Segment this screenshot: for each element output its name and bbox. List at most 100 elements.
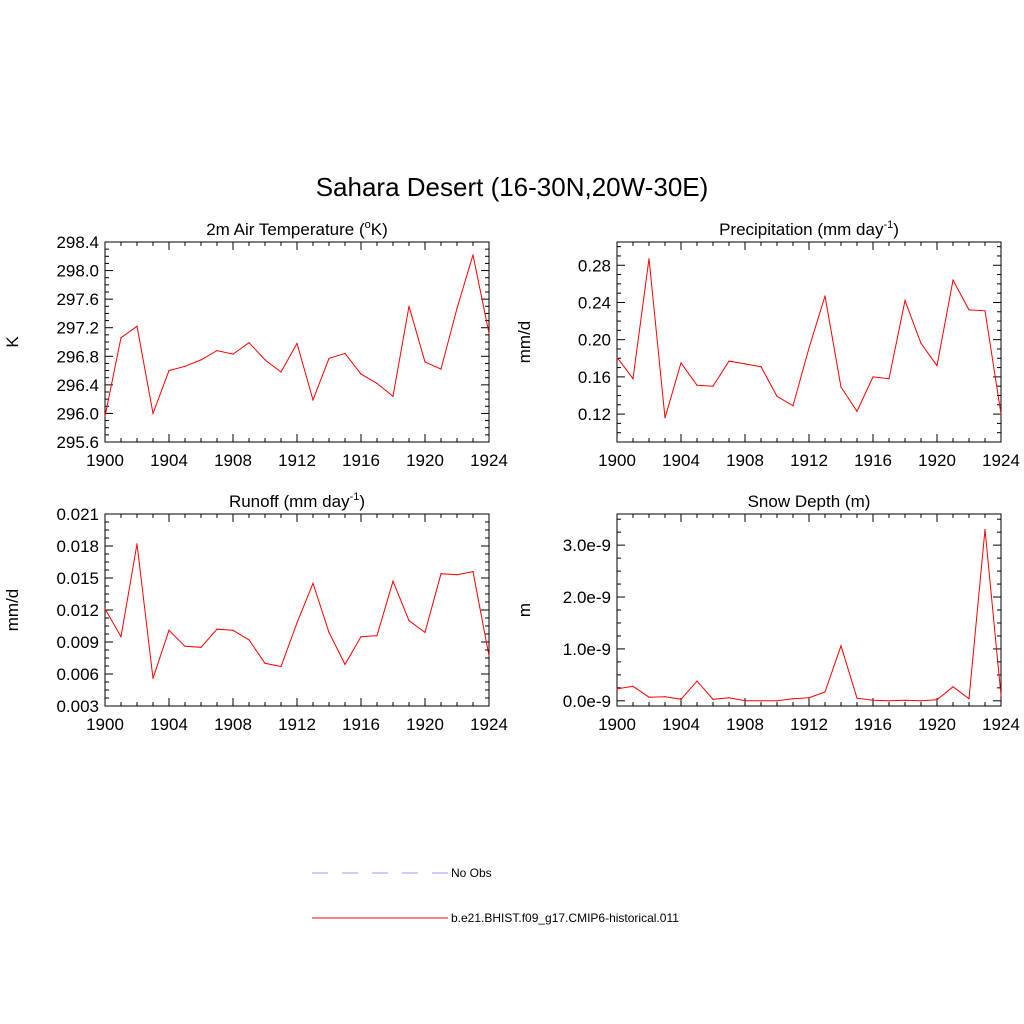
panel-title-end: K) [371,220,388,239]
data-point [408,305,410,307]
legend-obs-label: No Obs [451,866,492,880]
data-point [616,688,618,690]
data-point [248,639,250,641]
data-point [184,645,186,647]
data-point [296,622,298,624]
panel-title: Snow Depth (m) [748,492,871,511]
data-point [264,359,266,361]
y-tick-label: 298.4 [56,233,99,252]
panels: 2m Air Temperature (oK) K 1900 1904 1908 1912… [3,219,1020,734]
data-point [360,636,362,638]
data-point [840,645,842,647]
y-tick-label: 0.018 [56,537,99,556]
data-point [760,700,762,702]
y-tick-label: 0.16 [578,368,611,387]
panel-2: Precipitation (mm day-1) mm/d 1900 1904 1908… [515,219,1020,470]
panel-4: Snow Depth (m) m 1900 1904 1908 1912 1916 1920 1… [515,492,1020,734]
x-tick-label: 1924 [982,715,1020,734]
data-point [920,342,922,344]
data-point [856,697,858,699]
y-tick-label: 0.009 [56,633,99,652]
x-tick-label: 1900 [598,715,636,734]
data-point [104,608,106,610]
data-point [312,582,314,584]
data-point [808,347,810,349]
series-line [616,258,1002,418]
y-tick-label: 0.12 [578,405,611,424]
y-axis-label: K [3,336,22,348]
y-tick-label: 295.6 [56,433,99,452]
data-point [632,378,634,380]
data-point [728,360,730,362]
data-point [904,699,906,701]
data-point [984,310,986,312]
data-point [312,399,314,401]
x-tick-label: 1900 [598,451,636,470]
y-tick-label: 0.28 [578,256,611,275]
data-point [120,337,122,339]
series-line [104,254,490,417]
y-tick-label: 0.003 [56,697,99,716]
y-tick-label: 0.0e-9 [563,692,611,711]
data-point [152,412,154,415]
data-point [648,258,650,260]
panel-title: Runoff (mm day-1) [229,491,365,511]
data-point [808,697,810,699]
x-tick-label: 1908 [214,715,252,734]
data-point [392,580,394,582]
data-point [168,629,170,631]
x-tick-label: 1908 [214,451,252,470]
y-tick-label: 0.021 [56,505,99,524]
x-tick-label: 1920 [918,451,956,470]
data-point [1000,695,1002,697]
data-point [344,352,346,355]
x-tick-label: 1904 [662,451,700,470]
panel-3: Runoff (mm day-1) mm/d 1900 1904 1908 1912 191… [3,491,508,734]
data-point [984,528,986,531]
data-point [840,386,842,388]
x-tick-label: 1904 [662,715,700,734]
y-tick-label: 296.8 [56,347,99,366]
x-tick-label: 1920 [406,715,444,734]
data-point [664,417,666,419]
plot-frame [616,241,1002,443]
data-point [824,295,826,297]
panel-title-superscript: o [365,219,371,231]
data-point [968,309,970,311]
x-tick-label: 1900 [86,715,124,734]
legend-model-label: b.e21.BHIST.f09_g17.CMIP6-historical.011 [451,911,679,925]
data-point [744,363,746,365]
panel-title-end: ) [359,492,365,511]
x-tick-label: 1900 [86,451,124,470]
panel-1: 2m Air Temperature (oK) K 1900 1904 1908 1912… [3,219,508,470]
y-tick-label: 1.0e-9 [563,640,611,659]
x-tick-label: 1920 [406,451,444,470]
data-point [216,628,218,630]
x-tick-label: 1916 [342,451,380,470]
data-point [120,636,122,638]
data-point [920,700,922,702]
data-point [392,395,394,397]
data-point [968,698,970,700]
y-tick-label: 298.0 [56,262,99,281]
data-point [616,356,618,358]
data-point [952,279,954,281]
figure-title: Sahara Desert (16-30N,20W-30E) [316,172,709,202]
data-point [184,365,186,367]
data-point [440,573,442,575]
data-point [152,677,154,679]
data-point [136,543,138,545]
y-axis-label: mm/d [3,589,22,632]
panel-title-superscript: -1 [883,219,893,231]
data-point [472,254,474,256]
data-point [872,699,874,701]
y-tick-label: 0.20 [578,331,611,350]
data-point [232,629,234,631]
data-point [760,366,762,368]
data-point [136,325,138,327]
data-point [376,635,378,637]
data-point [440,368,442,370]
data-point [648,696,650,698]
x-tick-label: 1916 [854,451,892,470]
